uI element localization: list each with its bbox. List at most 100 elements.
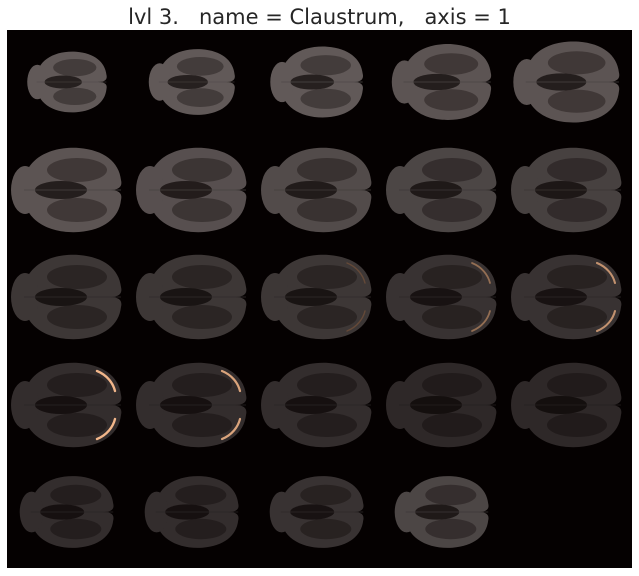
brain-slice-23 (257, 460, 382, 568)
inner-region (47, 265, 107, 290)
inner-region (422, 372, 482, 397)
brain-slice-10 (507, 138, 632, 246)
inner-region (297, 197, 357, 222)
claustrum-highlight (220, 417, 242, 440)
inner-region (422, 305, 482, 330)
inner-region (297, 412, 357, 437)
inner-region (50, 485, 102, 506)
brain-slice-5 (507, 30, 632, 138)
brain-slice-12 (132, 245, 257, 353)
claustrum-highlight (595, 310, 617, 333)
inner-region (172, 197, 232, 222)
brain-slice-image (11, 362, 122, 447)
brain-slice-15 (507, 245, 632, 353)
brain-slice-image (386, 147, 497, 232)
brain-slice-image (511, 147, 622, 232)
inner-region (300, 519, 352, 540)
inner-region (175, 519, 227, 540)
brain-slice-22 (132, 460, 257, 568)
inner-region (547, 305, 607, 330)
inner-region (422, 265, 482, 290)
inner-region (172, 372, 232, 397)
brain-slice-image (27, 51, 107, 113)
brain-slice-17 (132, 353, 257, 461)
inner-region (47, 157, 107, 182)
brain-slice-image (511, 362, 622, 447)
brain-slice-7 (132, 138, 257, 246)
brain-slice-8 (257, 138, 382, 246)
inner-region (547, 51, 606, 75)
inner-region (547, 157, 607, 182)
brain-slice-image (19, 476, 114, 549)
claustrum-highlight (220, 369, 242, 392)
inner-region (297, 372, 357, 397)
inner-region (172, 412, 232, 437)
claustrum-highlight (346, 310, 366, 332)
brain-slice-image (148, 49, 235, 115)
brain-slice-image (270, 46, 364, 118)
inner-region (547, 265, 607, 290)
brain-slice-image (386, 362, 497, 447)
claustrum-highlight (595, 262, 617, 285)
inner-region (300, 55, 351, 76)
claustrum-highlight (471, 310, 491, 333)
inner-region (297, 157, 357, 182)
inner-region (300, 485, 352, 506)
brain-slice-image (269, 476, 364, 549)
inner-region (300, 88, 351, 109)
inner-region (424, 89, 479, 111)
inner-region (424, 53, 479, 75)
claustrum-highlight (471, 262, 491, 285)
inner-region (176, 57, 224, 76)
brain-slice-image (513, 41, 620, 123)
inner-region (47, 412, 107, 437)
inner-region (425, 485, 477, 506)
brain-slice-image (11, 147, 122, 232)
brain-slice-14 (382, 245, 507, 353)
brain-slice-image (261, 147, 372, 232)
slice-montage (7, 30, 632, 568)
brain-slice-11 (7, 245, 132, 353)
figure-title: lvl 3. name = Claustrum, axis = 1 (128, 5, 511, 29)
slice-grid (7, 30, 632, 568)
brain-slice-image (261, 254, 372, 340)
brain-slice-16 (7, 353, 132, 461)
brain-slice-6 (7, 138, 132, 246)
inner-region (172, 305, 232, 330)
inner-region (422, 157, 482, 182)
brain-slice-image (11, 254, 122, 340)
brain-slice-image (511, 254, 622, 340)
inner-region (422, 197, 482, 222)
brain-slice-image (136, 254, 247, 340)
inner-region (176, 88, 224, 107)
brain-slice-image (386, 254, 497, 340)
brain-slice-3 (257, 30, 382, 138)
inner-region (547, 372, 607, 397)
inner-region (297, 265, 357, 290)
inner-region (47, 372, 107, 397)
inner-region (53, 87, 97, 106)
brain-slice-image (144, 476, 239, 549)
claustrum-highlight (346, 262, 366, 284)
inner-region (172, 157, 232, 182)
inner-region (50, 519, 102, 540)
inner-region (547, 89, 606, 113)
claustrum-highlight (95, 417, 117, 440)
inner-region (175, 485, 227, 506)
inner-region (547, 197, 607, 222)
inner-region (172, 265, 232, 290)
brain-slice-25 (507, 460, 632, 568)
inner-region (547, 412, 607, 437)
inner-region (425, 519, 477, 540)
brain-slice-21 (7, 460, 132, 568)
brain-slice-1 (7, 30, 132, 138)
brain-slice-image (136, 362, 247, 447)
inner-region (47, 305, 107, 330)
brain-slice-image (507, 460, 632, 568)
brain-slice-13 (257, 245, 382, 353)
brain-slice-9 (382, 138, 507, 246)
brain-slice-4 (382, 30, 507, 138)
brain-slice-image (261, 362, 372, 447)
inner-region (47, 197, 107, 222)
brain-slice-18 (257, 353, 382, 461)
